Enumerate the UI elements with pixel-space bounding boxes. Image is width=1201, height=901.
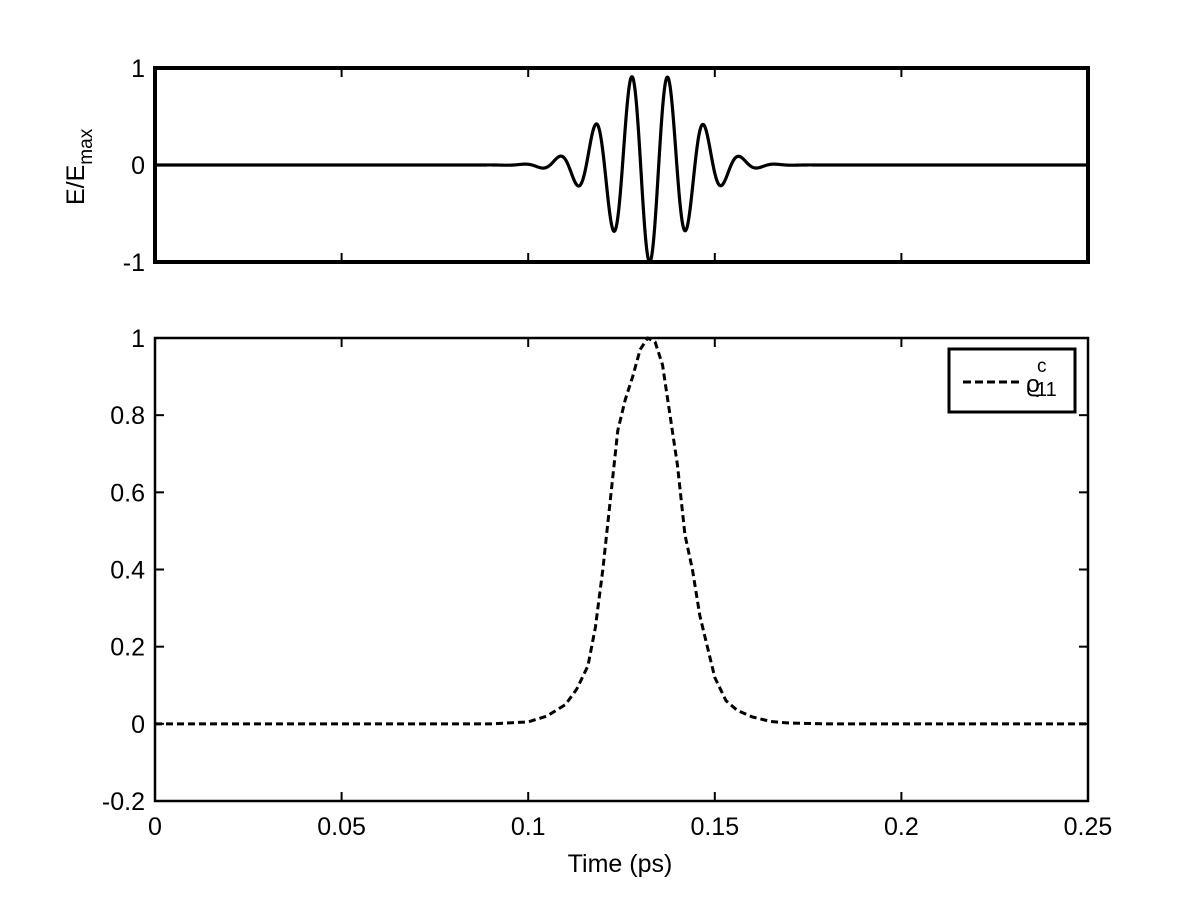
bottom-x-tick-label: 0.05 xyxy=(317,813,366,841)
bottom-y-tick-label: 1 xyxy=(131,325,145,353)
legend-label-subscript: 11 xyxy=(1036,379,1057,401)
bottom-x-tick-label: 0.1 xyxy=(511,813,546,841)
legend-label-symbol: ϱ xyxy=(1026,371,1040,398)
bottom-y-tick-label: 0.6 xyxy=(110,479,145,507)
legend-label: ϱ xyxy=(1026,371,1040,398)
top-y-axis-label: E/Emax xyxy=(62,128,97,205)
legend: ϱ c 11 xyxy=(947,347,1077,414)
top-plot-frame xyxy=(153,66,1090,264)
top-y-tick-label: 1 xyxy=(131,55,145,83)
top-y-tick-label: 0 xyxy=(131,152,145,180)
bottom-y-tick-labels: -0.2 0 0.2 0.4 0.6 0.8 1 xyxy=(102,325,145,816)
bottom-plot-panel: -0.200.20.40.60.81 0 0.05 0.1 0.15 0.2 0.25 T… xyxy=(102,325,1112,878)
bottom-plot-frame xyxy=(153,336,1090,803)
legend-label-superscript: c xyxy=(1037,356,1047,377)
bottom-y-tick-label: -0.2 xyxy=(102,788,145,816)
bottom-x-tick-label: 0.15 xyxy=(690,813,739,841)
x-axis-label: Time (ps) xyxy=(568,850,673,878)
top-y-tick-label: -1 xyxy=(123,249,145,277)
top-plot-panel: -1 0 1 E/Emax xyxy=(62,55,1090,277)
bottom-y-tick-label: 0.4 xyxy=(110,557,145,585)
bottom-x-tick-label: 0 xyxy=(148,813,162,841)
bottom-line-layer xyxy=(155,336,1088,726)
rho11-dashed-line xyxy=(155,336,1088,726)
top-y-axis-label-main: E/E xyxy=(62,165,90,205)
pulse-field-line xyxy=(153,75,1090,264)
bottom-y-tick-label: 0.8 xyxy=(110,402,145,430)
bottom-x-tick-label: 0.25 xyxy=(1064,813,1113,841)
top-y-tick-labels: -1 0 1 xyxy=(123,55,145,277)
top-y-axis-label-subscript: max xyxy=(76,128,97,164)
top-line-layer xyxy=(153,75,1090,264)
bottom-y-tick-label: 0.2 xyxy=(110,634,145,662)
bottom-y-tick-label: 0 xyxy=(131,711,145,739)
bottom-x-tick-label: 0.2 xyxy=(884,813,919,841)
bottom-x-tick-labels: 0 0.05 0.1 0.15 0.2 0.25 xyxy=(148,813,1112,841)
